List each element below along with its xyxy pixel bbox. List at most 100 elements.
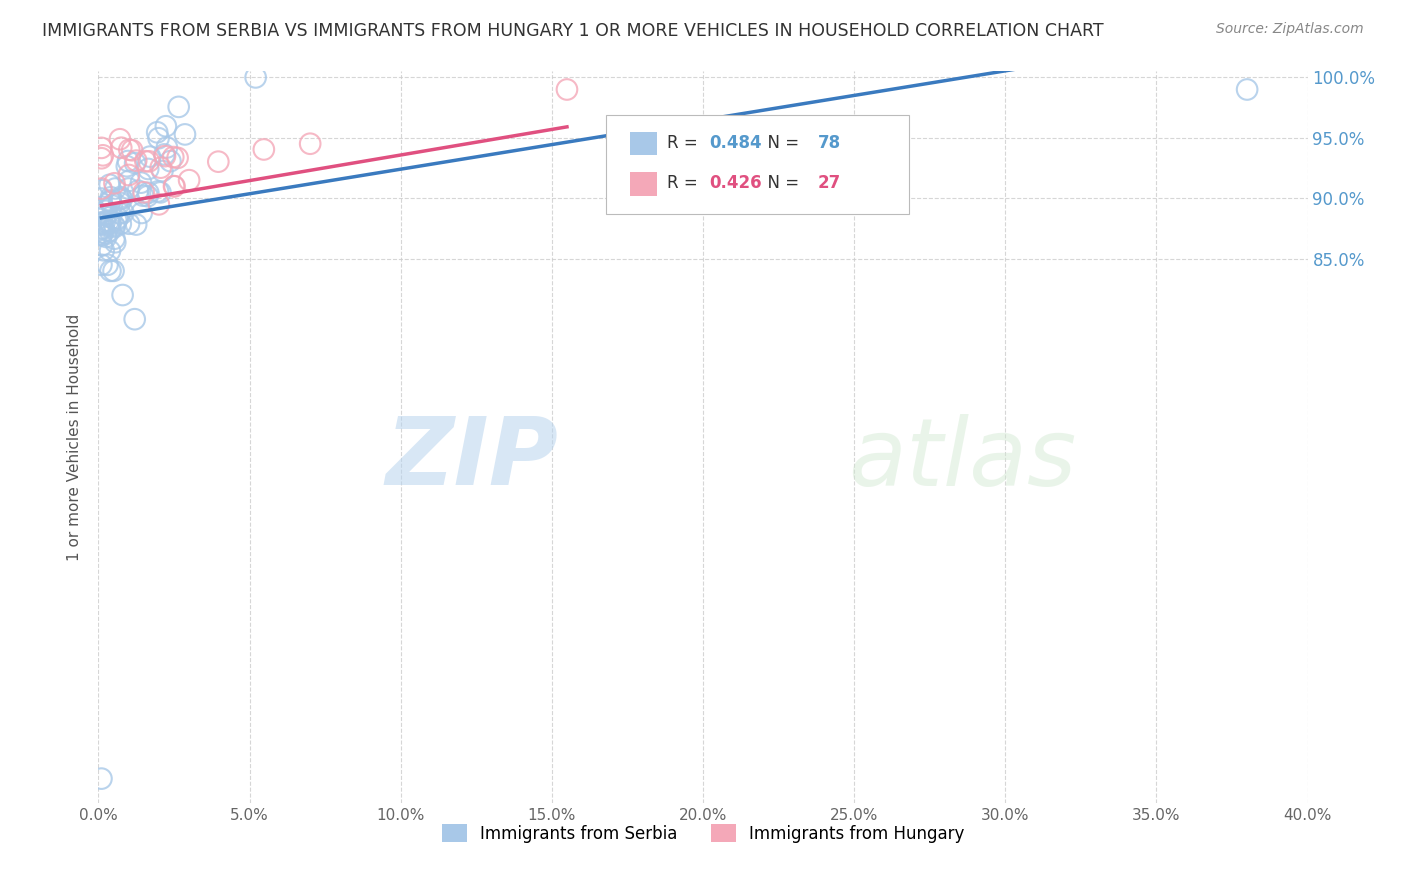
Point bbox=[159, 154, 181, 169]
Point bbox=[104, 219, 127, 234]
Point bbox=[98, 216, 121, 230]
Point bbox=[163, 179, 186, 194]
Point bbox=[96, 230, 118, 244]
Point bbox=[103, 176, 125, 190]
Point bbox=[299, 136, 322, 151]
Point bbox=[207, 154, 229, 169]
Point bbox=[125, 153, 148, 168]
Point bbox=[90, 192, 112, 206]
Point bbox=[91, 226, 114, 240]
Point bbox=[93, 244, 115, 258]
Point bbox=[146, 125, 169, 139]
Point bbox=[96, 208, 118, 222]
Point bbox=[148, 197, 170, 211]
Text: 27: 27 bbox=[818, 174, 841, 193]
Point bbox=[110, 217, 132, 231]
Bar bbox=[630, 132, 657, 155]
Point bbox=[118, 181, 141, 195]
Point bbox=[124, 312, 146, 326]
Point bbox=[90, 141, 112, 155]
Point bbox=[134, 154, 156, 169]
FancyBboxPatch shape bbox=[606, 115, 908, 214]
Point bbox=[125, 218, 148, 232]
Text: ZIP: ZIP bbox=[385, 413, 558, 505]
Point bbox=[118, 168, 141, 182]
Point bbox=[166, 151, 188, 165]
Point bbox=[108, 206, 131, 220]
Text: N =: N = bbox=[758, 174, 804, 193]
Point bbox=[132, 186, 155, 200]
Point bbox=[115, 159, 138, 173]
Point bbox=[156, 140, 179, 154]
Point bbox=[129, 176, 152, 190]
Point bbox=[162, 150, 184, 164]
Point bbox=[131, 206, 153, 220]
Point bbox=[253, 143, 276, 157]
Point bbox=[104, 235, 127, 250]
Point bbox=[136, 189, 159, 203]
Point bbox=[103, 232, 125, 246]
Point bbox=[93, 215, 115, 229]
Point bbox=[90, 216, 112, 230]
Point bbox=[100, 264, 122, 278]
Point bbox=[104, 181, 127, 195]
Point bbox=[98, 178, 121, 192]
Point bbox=[98, 224, 121, 238]
Legend: Immigrants from Serbia, Immigrants from Hungary: Immigrants from Serbia, Immigrants from … bbox=[434, 818, 972, 849]
Point bbox=[94, 203, 117, 218]
Point bbox=[127, 184, 149, 198]
Y-axis label: 1 or more Vehicles in Household: 1 or more Vehicles in Household bbox=[67, 313, 83, 561]
Point bbox=[111, 288, 134, 302]
Point bbox=[96, 258, 118, 272]
Point bbox=[90, 772, 112, 786]
Text: atlas: atlas bbox=[848, 414, 1077, 505]
Point bbox=[121, 143, 143, 157]
Point bbox=[108, 195, 131, 210]
Point bbox=[100, 190, 122, 204]
Text: Source: ZipAtlas.com: Source: ZipAtlas.com bbox=[1216, 22, 1364, 37]
Point bbox=[108, 193, 131, 207]
Point bbox=[149, 186, 172, 200]
Point bbox=[91, 148, 114, 162]
Point bbox=[108, 132, 131, 146]
Point bbox=[93, 221, 115, 235]
Point bbox=[103, 264, 125, 278]
Point bbox=[179, 173, 201, 187]
Bar bbox=[630, 172, 657, 195]
Point bbox=[107, 211, 129, 226]
Point bbox=[138, 154, 160, 169]
Point bbox=[100, 194, 122, 208]
Point bbox=[139, 150, 162, 164]
Point bbox=[163, 179, 186, 194]
Text: 0.484: 0.484 bbox=[709, 134, 762, 152]
Text: R =: R = bbox=[666, 174, 703, 193]
Point bbox=[103, 219, 125, 233]
Point bbox=[111, 192, 134, 206]
Point bbox=[90, 183, 112, 197]
Point bbox=[117, 154, 139, 169]
Point bbox=[98, 244, 121, 258]
Text: R =: R = bbox=[666, 134, 703, 152]
Text: 78: 78 bbox=[818, 134, 841, 152]
Point bbox=[146, 185, 169, 199]
Point bbox=[110, 190, 132, 204]
Point bbox=[174, 128, 197, 142]
Point bbox=[136, 161, 159, 176]
Point bbox=[153, 147, 176, 161]
Point bbox=[90, 181, 112, 195]
Point bbox=[136, 186, 159, 200]
Text: IMMIGRANTS FROM SERBIA VS IMMIGRANTS FROM HUNGARY 1 OR MORE VEHICLES IN HOUSEHOL: IMMIGRANTS FROM SERBIA VS IMMIGRANTS FRO… bbox=[42, 22, 1104, 40]
Point bbox=[90, 258, 112, 272]
Point bbox=[149, 161, 172, 175]
Point bbox=[118, 143, 141, 157]
Text: N =: N = bbox=[758, 134, 804, 152]
Point bbox=[118, 217, 141, 231]
Point bbox=[101, 198, 124, 212]
Point bbox=[98, 218, 121, 232]
Point bbox=[90, 222, 112, 236]
Point bbox=[91, 200, 114, 214]
Point bbox=[90, 216, 112, 230]
Point bbox=[245, 70, 267, 85]
Point bbox=[91, 238, 114, 252]
Point bbox=[124, 156, 146, 170]
